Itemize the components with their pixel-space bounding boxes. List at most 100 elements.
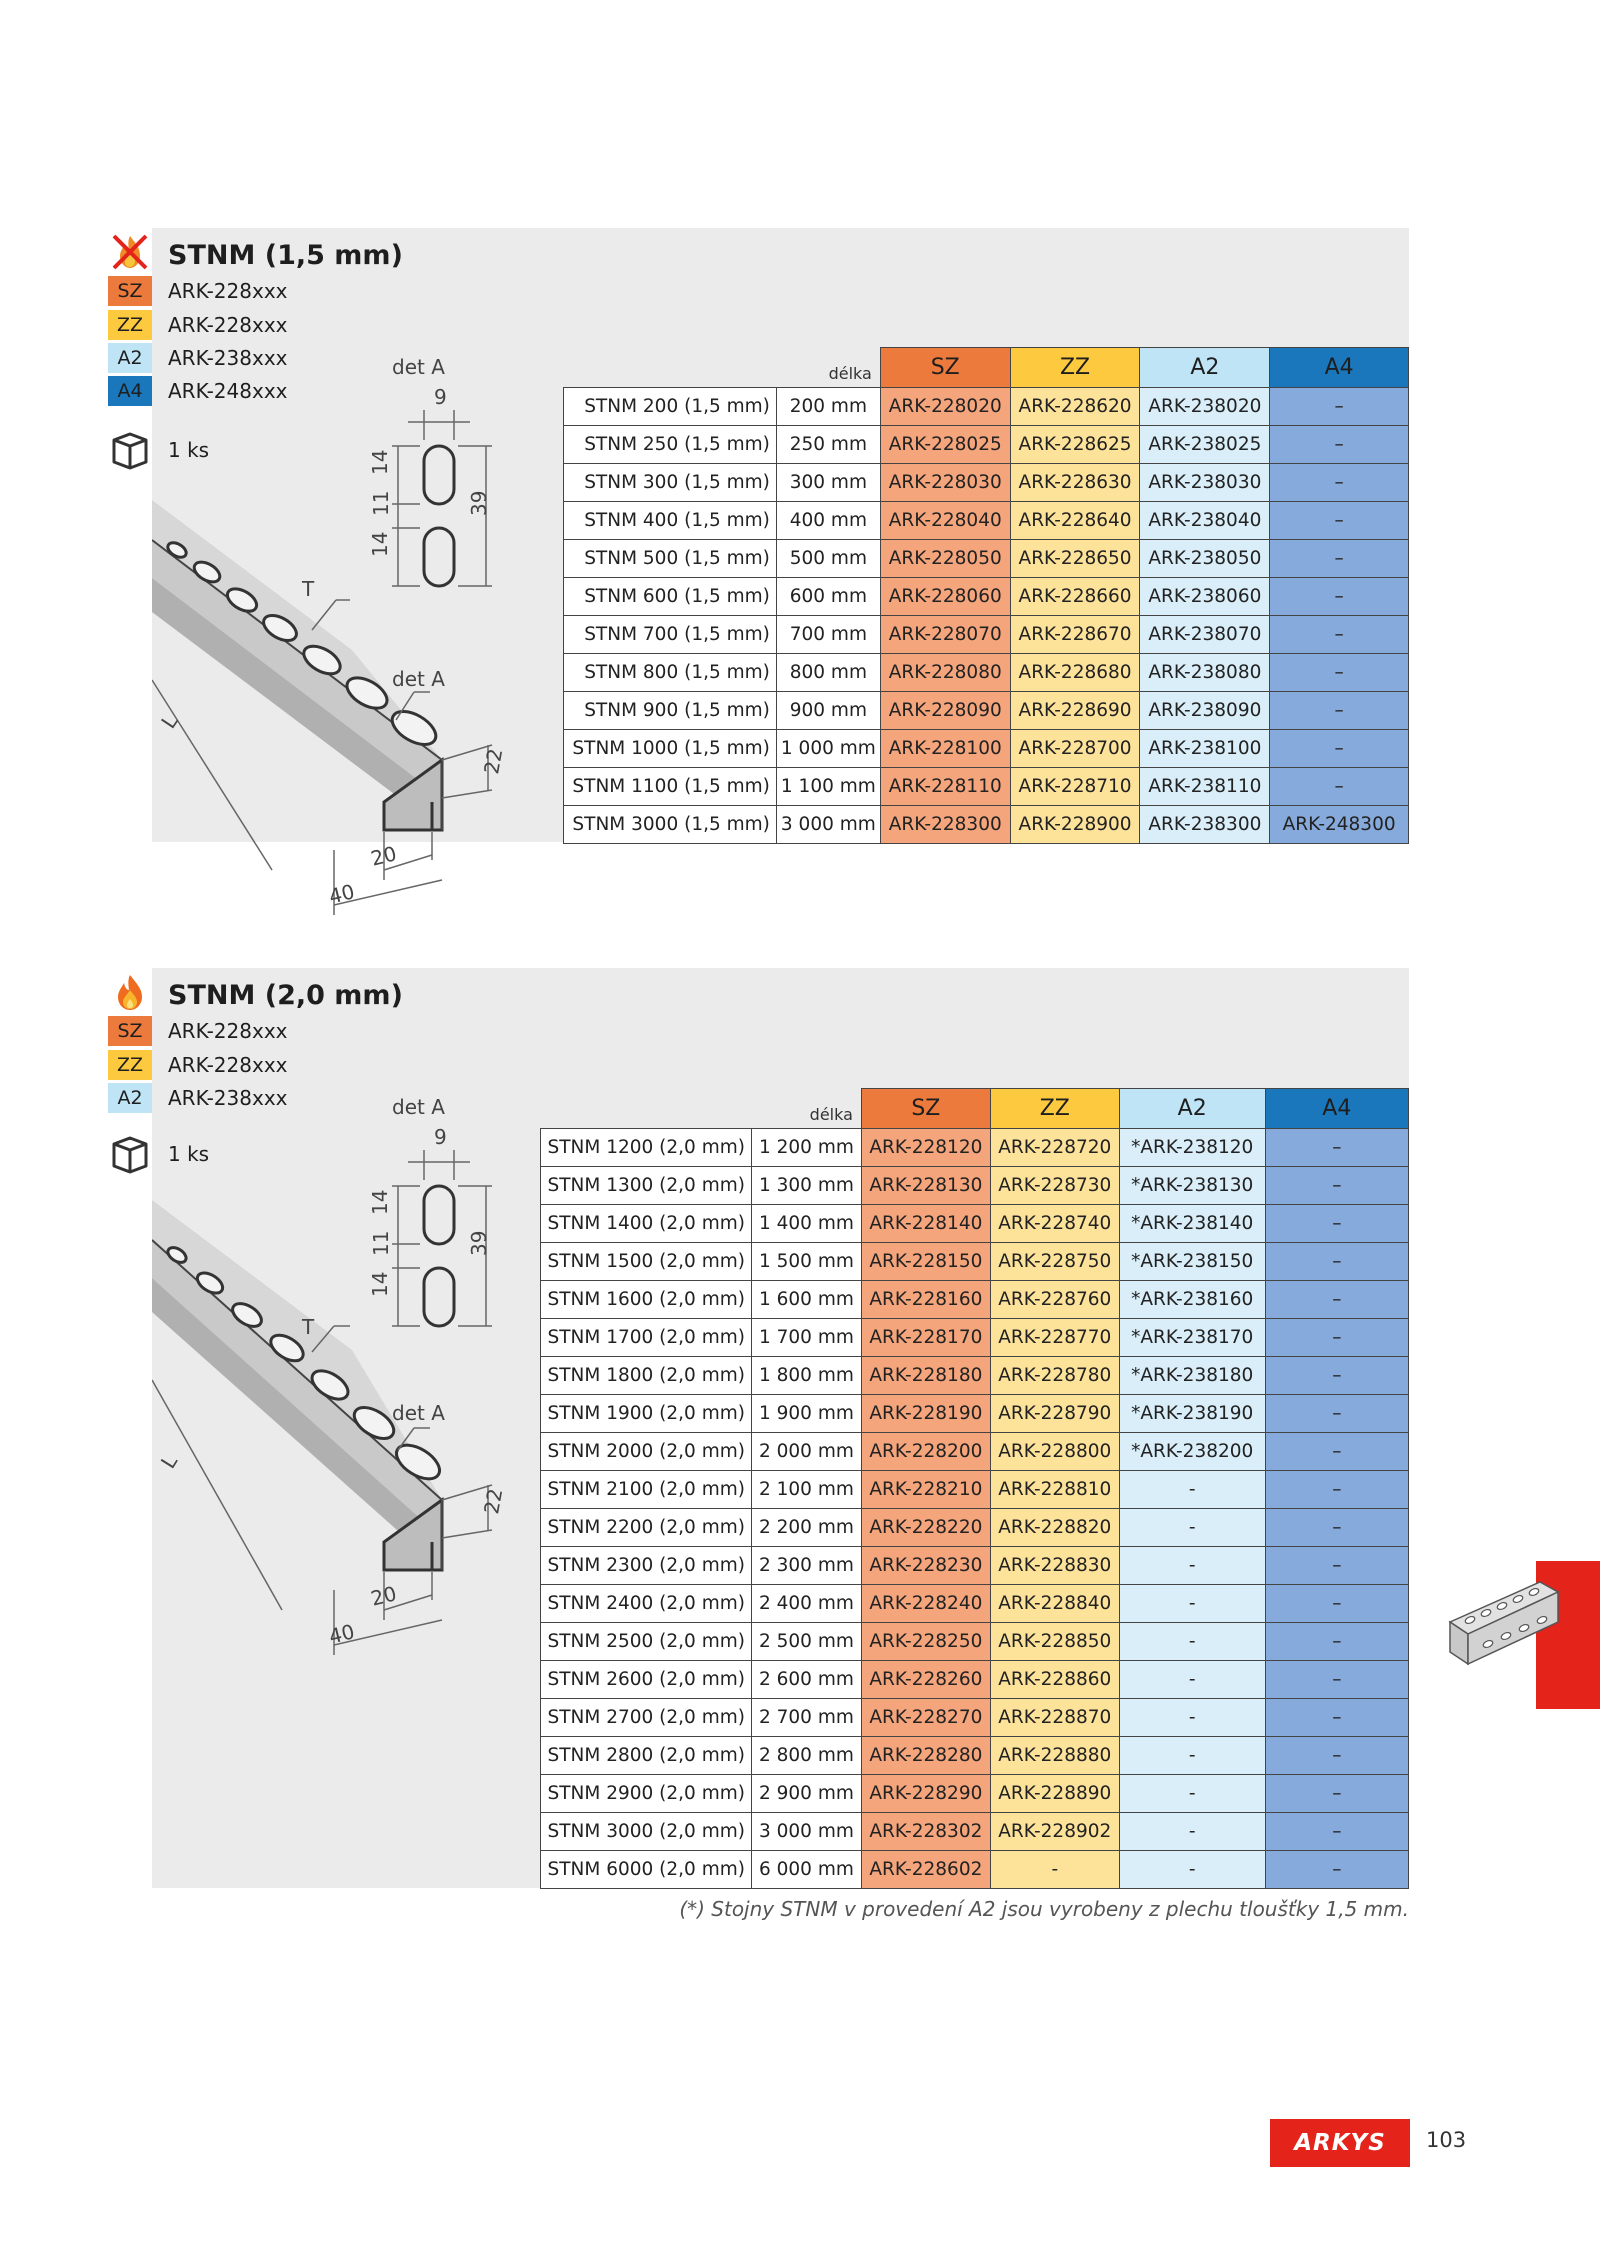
variant-row: ZZ ARK-228xxx — [108, 1050, 288, 1080]
cell-a2: *ARK-238130 — [1118, 1166, 1266, 1205]
variant-badge-a2: A2 — [108, 1083, 152, 1113]
column-header-zz: ZZ — [989, 1088, 1120, 1129]
drawing-label: 22 — [479, 1487, 507, 1516]
drawing-label: 14 — [368, 1272, 392, 1297]
cell-name: STNM 1300 (2,0 mm) — [540, 1166, 752, 1205]
cell-a4: – — [1264, 1736, 1410, 1775]
variant-badge-zz: ZZ — [108, 1050, 152, 1080]
cell-a2: ARK-238040 — [1139, 501, 1271, 540]
cell-zz: ARK-228900 — [1009, 805, 1141, 844]
length-header: délka — [776, 347, 881, 388]
variant-code: ARK-228xxx — [168, 1019, 288, 1043]
cell-a2: *ARK-238120 — [1118, 1128, 1266, 1167]
cell-zz: ARK-228670 — [1009, 615, 1141, 654]
table-corner — [563, 347, 777, 388]
cell-sz: ARK-228220 — [860, 1508, 991, 1547]
column-header-a4: A4 — [1269, 347, 1409, 388]
cell-zz: ARK-228870 — [989, 1698, 1120, 1737]
cell-sz: ARK-228110 — [879, 767, 1011, 806]
variant-badge-a2: A2 — [108, 343, 152, 373]
table-row: STNM 800 (1,5 mm) 800 mm ARK-228080 ARK-228… — [563, 653, 1409, 692]
cell-a4: – — [1269, 501, 1409, 540]
logo-text: ARKYS — [1294, 2130, 1386, 2156]
cell-len: 2 400 mm — [750, 1584, 862, 1623]
cell-a4: – — [1269, 729, 1409, 768]
cell-len: 1 100 mm — [775, 767, 881, 806]
cell-name: STNM 1700 (2,0 mm) — [540, 1318, 752, 1357]
cell-sz: ARK-228210 — [860, 1470, 991, 1509]
cell-a2: ARK-238020 — [1139, 387, 1271, 426]
cell-len: 2 600 mm — [750, 1660, 862, 1699]
drawing-label: det A — [392, 667, 445, 691]
cell-zz: ARK-228750 — [989, 1242, 1120, 1281]
table-row: STNM 1700 (2,0 mm) 1 700 mm ARK-228170 ARK-… — [540, 1318, 1410, 1357]
table-row: STNM 6000 (2,0 mm) 6 000 mm ARK-228602- - – — [540, 1850, 1410, 1889]
cell-len: 2 500 mm — [750, 1622, 862, 1661]
table-row: STNM 2700 (2,0 mm) 2 700 mm ARK-228270 ARK-… — [540, 1698, 1410, 1737]
cell-a4: – — [1269, 691, 1409, 730]
cell-sz: ARK-228250 — [860, 1622, 991, 1661]
page-number: 103 — [1426, 2128, 1467, 2152]
table-row: STNM 1100 (1,5 mm) 1 100 mm ARK-228110 ARK-… — [563, 767, 1409, 806]
cell-a4: – — [1264, 1698, 1410, 1737]
cell-a2: ARK-238025 — [1139, 425, 1271, 464]
table-row: STNM 1600 (2,0 mm) 1 600 mm ARK-228160 ARK-… — [540, 1280, 1410, 1319]
drawing-label: T — [301, 577, 315, 601]
cell-name: STNM 200 (1,5 mm) — [563, 387, 777, 426]
cell-sz: ARK-228280 — [860, 1736, 991, 1775]
table-row: STNM 600 (1,5 mm) 600 mm ARK-228060 ARK-228… — [563, 577, 1409, 616]
variant-code: ARK-228xxx — [168, 1053, 288, 1077]
cell-sz: ARK-228020 — [879, 387, 1011, 426]
table-row: STNM 2500 (2,0 mm) 2 500 mm ARK-228250 ARK-… — [540, 1622, 1410, 1661]
variant-row: A2 ARK-238xxx — [108, 1083, 288, 1113]
cell-name: STNM 6000 (2,0 mm) — [540, 1850, 752, 1889]
variant-row: SZ ARK-228xxx — [108, 276, 288, 306]
cell-zz: ARK-228890 — [989, 1774, 1120, 1813]
cell-a4: – — [1264, 1128, 1410, 1167]
cell-name: STNM 800 (1,5 mm) — [563, 653, 777, 692]
cell-sz: ARK-228260 — [860, 1660, 991, 1699]
cell-a4: – — [1264, 1204, 1410, 1243]
cell-name: STNM 2000 (2,0 mm) — [540, 1432, 752, 1471]
cell-zz: ARK-228902 — [989, 1812, 1120, 1851]
table-row: STNM 2200 (2,0 mm) 2 200 mm ARK-228220 ARK-… — [540, 1508, 1410, 1547]
cell-sz: ARK-228270 — [860, 1698, 991, 1737]
table-row: STNM 1400 (2,0 mm) 1 400 mm ARK-228140 ARK-… — [540, 1204, 1410, 1243]
cell-sz: ARK-228230 — [860, 1546, 991, 1585]
cell-a4: – — [1264, 1394, 1410, 1433]
table-body: STNM 1200 (2,0 mm) 1 200 mm ARK-228120 ARK-… — [540, 1128, 1410, 1889]
cell-sz: ARK-228140 — [860, 1204, 991, 1243]
variant-code: ARK-228xxx — [168, 279, 288, 303]
drawing-label: L — [156, 709, 183, 732]
drawing-label: 39 — [467, 1231, 491, 1256]
table-row: STNM 1500 (2,0 mm) 1 500 mm ARK-228150 ARK-… — [540, 1242, 1410, 1281]
cell-sz: ARK-228130 — [860, 1166, 991, 1205]
table-row: STNM 3000 (1,5 mm) 3 000 mm ARK-228300 ARK-… — [563, 805, 1409, 844]
table-row: STNM 2800 (2,0 mm) 2 800 mm ARK-228280 ARK-… — [540, 1736, 1410, 1775]
cell-name: STNM 3000 (2,0 mm) — [540, 1812, 752, 1851]
cell-len: 2 200 mm — [750, 1508, 862, 1547]
cell-a2: *ARK-238150 — [1118, 1242, 1266, 1281]
cell-sz: ARK-228300 — [879, 805, 1011, 844]
fire-icon — [118, 975, 142, 1010]
cell-a2: - — [1118, 1660, 1266, 1699]
table-row: STNM 250 (1,5 mm) 250 mm ARK-228025 ARK-228… — [563, 425, 1409, 464]
cell-a4: – — [1264, 1622, 1410, 1661]
cell-a4: – — [1264, 1812, 1410, 1851]
cell-len: 800 mm — [775, 653, 881, 692]
cell-sz: ARK-228302 — [860, 1812, 991, 1851]
table-row: STNM 3000 (2,0 mm) 3 000 mm ARK-228302 ARK-… — [540, 1812, 1410, 1851]
cell-name: STNM 900 (1,5 mm) — [563, 691, 777, 730]
cell-zz: ARK-228630 — [1009, 463, 1141, 502]
cell-a2: ARK-238060 — [1139, 577, 1271, 616]
cell-len: 2 000 mm — [750, 1432, 862, 1471]
variant-code: ARK-228xxx — [168, 313, 288, 337]
cell-a2: - — [1118, 1774, 1266, 1813]
drawing-label: 22 — [479, 747, 507, 776]
variant-code: ARK-238xxx — [168, 346, 288, 370]
cell-name: STNM 1800 (2,0 mm) — [540, 1356, 752, 1395]
table-row: STNM 2600 (2,0 mm) 2 600 mm ARK-228260 ARK-… — [540, 1660, 1410, 1699]
cell-sz: ARK-228190 — [860, 1394, 991, 1433]
cell-a2: - — [1118, 1698, 1266, 1737]
cell-a4: – — [1269, 425, 1409, 464]
